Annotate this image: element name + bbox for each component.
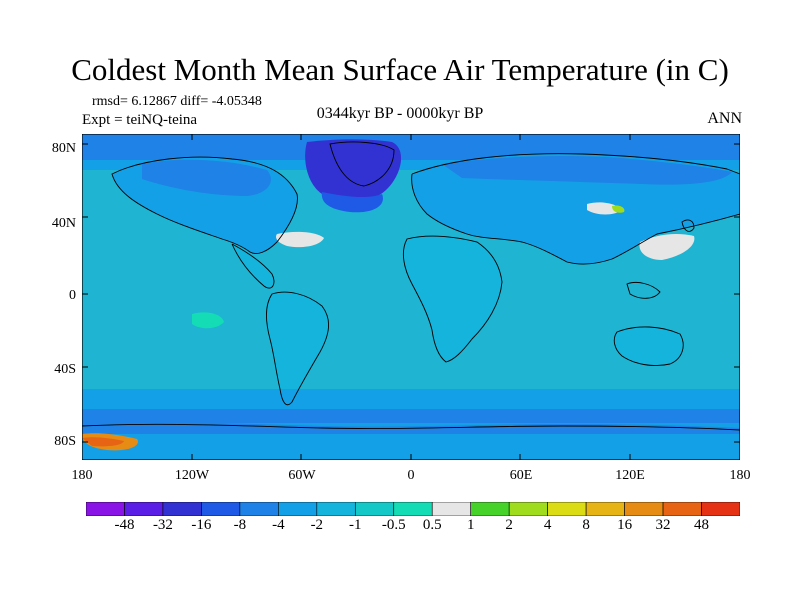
asia-warm-patch: [612, 205, 625, 213]
colorbar-swatch: [316, 502, 356, 516]
colorbar-swatch: [162, 502, 202, 516]
asia-neutral-patch: [587, 202, 622, 215]
colorbar-label: -1: [349, 517, 362, 533]
siberia-cold: [442, 156, 732, 185]
colorbar-swatch: [470, 502, 510, 516]
colorbar-swatch: [239, 502, 279, 516]
x-tick-0: 0: [407, 468, 415, 483]
chart-title: Coldest Month Mean Surface Air Temperatu…: [71, 52, 729, 87]
colorbar-label: 2: [505, 517, 513, 533]
colorbar-label: 4: [543, 517, 552, 533]
colorbar-label: -16: [191, 517, 212, 533]
colorbar-swatch: [662, 502, 702, 516]
temperature-map: [82, 134, 740, 460]
subarctic-band: [82, 160, 740, 170]
colorbar-label: -0.5: [381, 517, 406, 533]
ross-warm-core: [82, 437, 124, 447]
x-tick-60w: 60W: [288, 468, 316, 483]
colorbar-swatch: [585, 502, 625, 516]
colorbar-label: 48: [694, 517, 710, 533]
pacific-warm-patch: [192, 312, 224, 329]
colorbar-label: 16: [617, 517, 633, 533]
x-tick-180e: 180: [729, 468, 751, 483]
colorbar-swatch: [278, 502, 318, 516]
colorbar-label: -32: [152, 517, 173, 533]
colorbar-label: -8: [233, 517, 247, 533]
colorbar-label: 8: [582, 517, 590, 533]
y-tick-40s: 40S: [54, 362, 76, 377]
colorbar-swatch: [624, 502, 664, 516]
colorbar-swatch: [86, 502, 125, 516]
y-tick-80s: 80S: [54, 434, 76, 449]
colorbar-label: -48: [114, 517, 135, 533]
y-tick-80n: 80N: [51, 141, 76, 156]
coastlines: [82, 141, 740, 431]
x-tick-120w: 120W: [174, 468, 210, 483]
season-label: ANN: [707, 110, 742, 127]
colorbar-swatch: [393, 502, 433, 516]
colorbar-label: -4: [272, 517, 285, 533]
colorbar-label: -2: [310, 517, 324, 533]
colorbar-swatch: [354, 502, 395, 516]
greenland-land: [330, 142, 394, 186]
colorbar-swatch: [508, 502, 548, 516]
pacific-neutral-patch: [639, 234, 695, 260]
colorbar-label: 32: [655, 517, 671, 533]
x-tick-120e: 120E: [615, 468, 645, 483]
colorbar-swatch: [547, 502, 587, 516]
africa-land: [403, 236, 502, 362]
atlantic-neutral-patch: [276, 231, 324, 248]
colorbar-swatch: [431, 502, 472, 516]
x-tick-180w: 180: [71, 468, 93, 483]
y-tick-0: 0: [69, 288, 76, 303]
colorbar-swatch: [124, 502, 164, 516]
colorbar-swatch: [701, 502, 740, 516]
colorbar-label: 1: [466, 517, 475, 533]
australia-land: [614, 326, 684, 366]
x-tick-60e: 60E: [509, 468, 533, 483]
stats-text: rmsd= 6.12867 diff= -4.05348: [92, 94, 262, 109]
axis-ticks: [82, 134, 740, 460]
central-america-land: [232, 244, 275, 289]
period-text: 0344kyr BP - 0000kyr BP: [316, 105, 484, 122]
southern-ocean-cold: [82, 409, 740, 423]
north-atlantic-mid: [321, 192, 383, 213]
experiment-text: Expt = teiNQ-teina: [82, 112, 198, 128]
colorbar: [86, 502, 740, 516]
y-tick-40n: 40N: [51, 216, 76, 231]
canada-cold: [142, 159, 271, 196]
south-america-land: [266, 292, 329, 405]
colorbar-label: 0.5: [422, 517, 442, 533]
colorbar-swatch: [201, 502, 241, 516]
